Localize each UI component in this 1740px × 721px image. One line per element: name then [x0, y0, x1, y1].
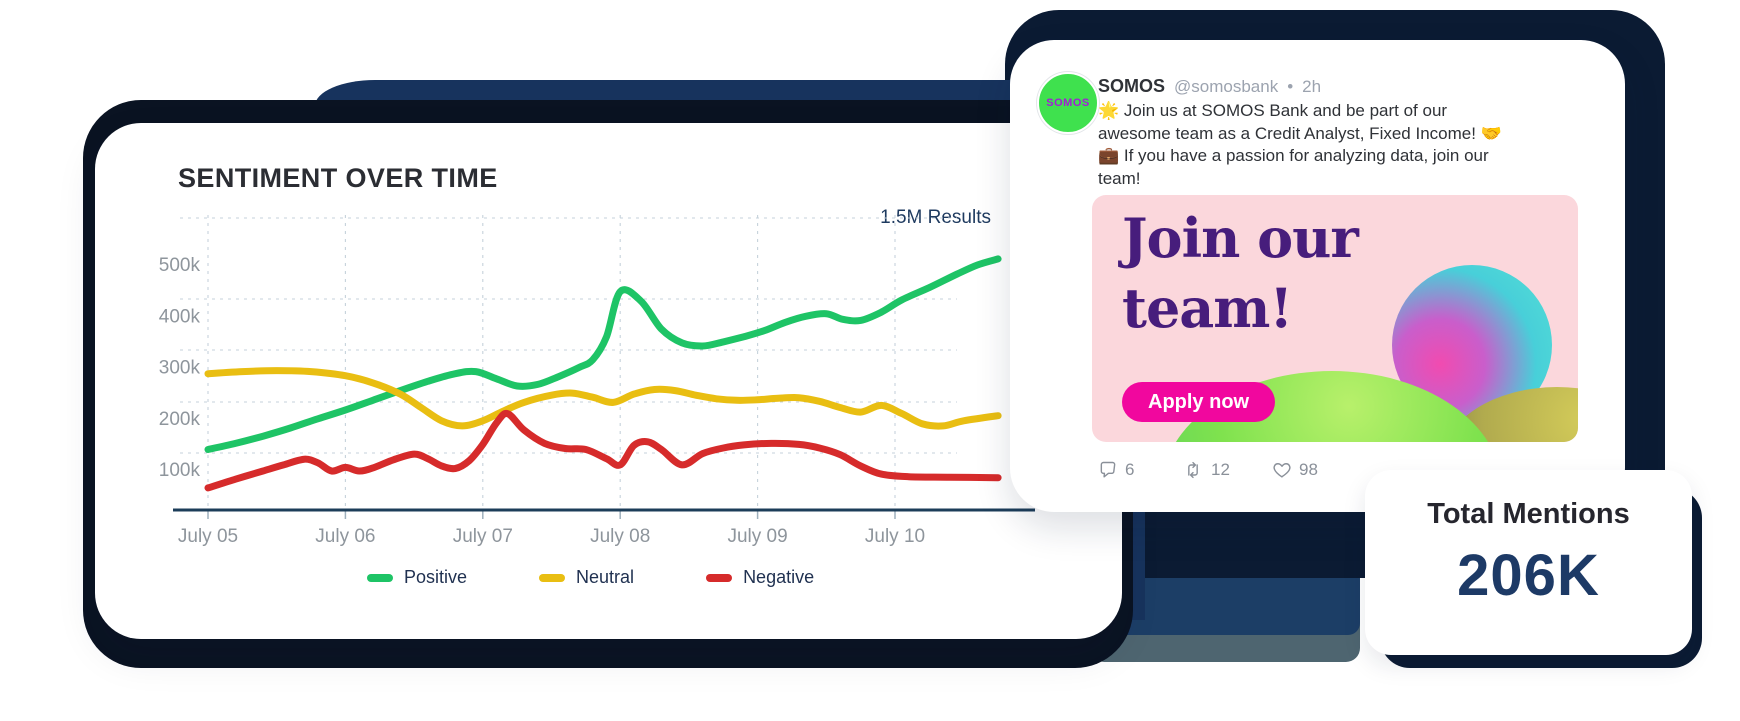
svg-text:200k: 200k	[159, 409, 201, 430]
svg-text:July 10: July 10	[865, 526, 925, 547]
tweet-card: SOMOS SOMOS @somosbank • 2h 🌟 Join us at…	[1010, 40, 1625, 512]
sentiment-chart-card: SENTIMENT OVER TIME 1.5M Results July 05…	[95, 123, 1122, 639]
series-line-positive	[204, 255, 1002, 453]
likes-stat[interactable]: 98	[1272, 460, 1318, 480]
avatar[interactable]: SOMOS	[1037, 72, 1099, 134]
likes-count: 98	[1299, 460, 1318, 479]
svg-text:500k: 500k	[159, 255, 201, 276]
legend-swatch-neutral	[539, 573, 566, 582]
avatar-label: SOMOS	[1046, 97, 1090, 109]
svg-text:July 07: July 07	[453, 526, 513, 547]
apply-now-button[interactable]: Apply now	[1122, 382, 1276, 422]
tweet-timestamp: 2h	[1302, 77, 1322, 96]
legend-item-negative[interactable]: Negative	[706, 567, 814, 588]
tweet-author-name[interactable]: SOMOS	[1098, 76, 1166, 96]
legend-label: Positive	[404, 567, 468, 587]
svg-text:400k: 400k	[159, 306, 201, 327]
chart-legend: Positive Neutral Negative	[367, 567, 814, 588]
tweet-stats-row: 6 12 98	[1010, 460, 1625, 490]
tweet-body-text: 🌟 Join us at SOMOS Bank and be part of o…	[1098, 101, 1502, 188]
svg-text:July 05: July 05	[178, 526, 238, 547]
tweet-header: SOMOS @somosbank • 2h	[1098, 76, 1321, 97]
legend-swatch-negative	[706, 573, 733, 582]
svg-text:300k: 300k	[159, 358, 201, 379]
legend-swatch-positive	[367, 573, 393, 582]
legend-item-positive[interactable]: Positive	[367, 567, 467, 588]
tweet-separator-dot: •	[1287, 77, 1294, 96]
sentiment-line-chart: July 05 July 06 July 07 July 08 July 09 July …	[159, 215, 1035, 547]
comment-icon	[1100, 461, 1116, 478]
retweets-count: 12	[1211, 460, 1230, 479]
legend-label: Neutral	[576, 567, 635, 587]
legend-item-neutral[interactable]: Neutral	[539, 567, 634, 588]
chart-title: SENTIMENT OVER TIME	[178, 163, 498, 193]
results-count-label: 1.5M Results	[880, 207, 991, 228]
total-mentions-label: Total Mentions	[1427, 498, 1630, 530]
heart-icon	[1273, 463, 1291, 478]
svg-text:July 06: July 06	[315, 526, 375, 547]
svg-text:100k: 100k	[159, 460, 201, 481]
series-line-negative	[204, 409, 1002, 492]
ad-headline-line1: Join our	[1122, 206, 1359, 270]
retweet-icon	[1188, 461, 1198, 479]
ad-headline-line2: team!	[1122, 276, 1293, 340]
total-mentions-card: Total Mentions 206K	[1365, 470, 1692, 655]
tweet-author-handle[interactable]: @somosbank	[1174, 77, 1279, 96]
total-mentions-value: 206K	[1457, 543, 1600, 608]
ad-headline: Join our team!	[1122, 203, 1359, 343]
legend-label: Negative	[743, 567, 815, 587]
svg-text:July 08: July 08	[590, 526, 650, 547]
svg-text:July 09: July 09	[727, 526, 787, 547]
series-line-neutral	[204, 367, 1002, 430]
comments-count: 6	[1125, 460, 1135, 479]
retweets-stat[interactable]: 12	[1182, 460, 1230, 480]
tweet-ad-image[interactable]: Join our team! Apply now	[1092, 195, 1578, 442]
comments-stat[interactable]: 6	[1098, 460, 1134, 480]
